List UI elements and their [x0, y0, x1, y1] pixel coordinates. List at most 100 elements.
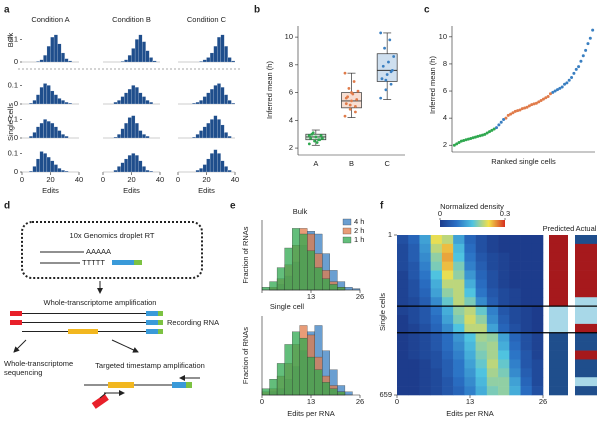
histogram-bar: [53, 126, 58, 139]
heatmap-cell: [486, 332, 499, 342]
histogram-bar: [145, 170, 150, 173]
x-tick-label: 20: [127, 175, 135, 184]
point: [492, 127, 496, 131]
point: [343, 71, 347, 75]
heatmap-cell: [464, 332, 476, 342]
histogram-bar: [43, 55, 48, 63]
heatmap-cell: [520, 297, 533, 307]
heatmap-cell: [453, 350, 465, 360]
y-tick-label: 10: [439, 32, 447, 41]
class-strip: [575, 386, 597, 396]
histogram-bar: [202, 164, 207, 173]
histogram-bar: [299, 337, 308, 396]
point: [502, 117, 506, 121]
histogram-bar: [138, 92, 143, 105]
point: [309, 136, 313, 140]
histogram-bar: [276, 267, 285, 291]
histogram-bar: [149, 170, 153, 173]
histogram-bar: [131, 48, 136, 63]
histogram-bar: [68, 102, 72, 105]
histogram-bar: [61, 52, 65, 63]
heatmap-cell: [475, 297, 488, 307]
class-strip: [549, 235, 568, 245]
heatmap-cell: [464, 261, 476, 271]
heatmap-cell: [486, 386, 499, 396]
step-label: Whole-transcriptome: [4, 359, 73, 368]
point: [591, 28, 595, 32]
y-tick-label: 0.1: [8, 80, 18, 89]
histogram-bar: [50, 160, 55, 173]
heatmap-cell: [520, 332, 533, 342]
heatmap-cell: [453, 270, 465, 280]
column-title: Condition A: [31, 15, 69, 24]
class-strip: [575, 243, 597, 254]
heatmap-cell: [509, 323, 521, 334]
x-tick-label: 40: [75, 175, 83, 184]
x-tick-label: B: [349, 159, 354, 168]
heatmap-cell: [408, 235, 420, 245]
histogram-bar: [276, 363, 285, 396]
heatmap-cell: [498, 252, 510, 262]
heatmap-cell: [498, 359, 510, 369]
point: [356, 89, 360, 93]
class-strip: [575, 279, 597, 289]
heatmap-cell: [520, 243, 533, 254]
histogram-bar: [142, 166, 146, 173]
point: [497, 123, 501, 127]
y-tick-label: 0: [14, 99, 18, 108]
heatmap-cell: [453, 243, 465, 254]
histogram-bar: [261, 287, 270, 291]
point: [315, 141, 319, 144]
histogram-bar: [134, 155, 139, 173]
point: [385, 73, 389, 76]
heatmap-cell: [464, 297, 476, 307]
heatmap-cell: [464, 306, 476, 316]
heatmap-cell: [453, 332, 465, 342]
histogram-bar: [344, 287, 353, 291]
heatmap-cell: [397, 341, 409, 351]
point: [307, 134, 311, 137]
histogram-bar: [134, 87, 139, 105]
class-strip: [549, 306, 568, 316]
heatmap-cell: [419, 323, 431, 334]
point: [558, 86, 562, 90]
heatmap-cell: [453, 306, 465, 316]
heatmap-cell: [509, 368, 521, 378]
heatmap-cell: [419, 288, 431, 298]
heatmap-cell: [464, 386, 476, 396]
x-tick-label: C: [384, 159, 390, 168]
point: [317, 138, 320, 142]
box: [376, 53, 398, 82]
y-tick-label: 659: [379, 390, 392, 399]
heatmap-cell: [397, 386, 409, 396]
heatmap-cell: [531, 386, 544, 396]
histogram-bar: [120, 61, 125, 63]
histogram-bar: [299, 233, 308, 291]
point: [384, 88, 388, 92]
class-strip: [549, 386, 568, 396]
heatmap-cell: [509, 386, 521, 396]
class-strip: [575, 235, 597, 245]
heatmap-cell: [486, 235, 499, 245]
heatmap-cell: [453, 261, 465, 271]
point: [320, 136, 324, 140]
heatmap-cell: [498, 297, 510, 307]
point: [584, 48, 588, 52]
point: [551, 90, 555, 94]
point: [354, 105, 357, 108]
histogram-bar: [231, 60, 236, 63]
class-strip: [549, 359, 568, 369]
histogram-bar: [344, 391, 353, 396]
point: [563, 82, 567, 86]
heatmap-cell: [509, 270, 521, 280]
histogram-bar: [120, 128, 125, 139]
point: [379, 96, 383, 100]
histogram-bar: [199, 61, 204, 63]
legend-label: 2 h: [354, 226, 364, 235]
heatmap-cell: [520, 306, 533, 316]
heatmap-cell: [498, 386, 510, 396]
point: [350, 91, 353, 94]
heatmap-cell: [498, 332, 510, 342]
heatmap-cell: [397, 350, 409, 360]
histogram-bar: [322, 382, 330, 396]
